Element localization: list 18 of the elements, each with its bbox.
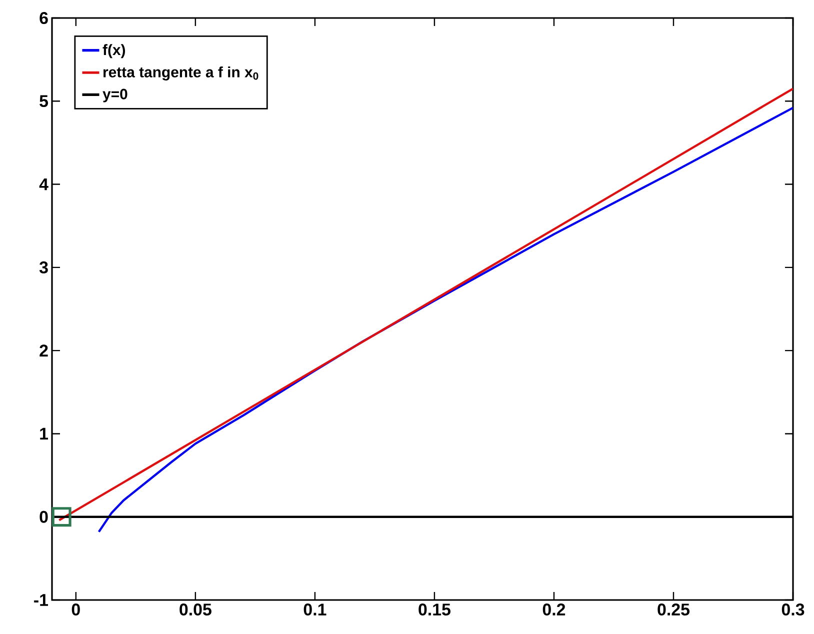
y-tick-label: 5: [40, 95, 48, 108]
x-tick-label: 0.15: [418, 604, 450, 616]
y-tick-label: 1: [40, 428, 48, 440]
x-tick-label: 0.1: [304, 604, 326, 616]
x-tick-label: 0.25: [658, 604, 690, 616]
x-tick-label: 0.2: [542, 604, 566, 616]
y-tick-label: -1: [34, 594, 48, 606]
x-tick-label: 0.05: [180, 604, 212, 616]
legend-label: f(x): [102, 44, 126, 58]
y-tick-label: 6: [40, 12, 48, 24]
x-tick-label: 0: [72, 604, 80, 616]
x-tick-label: 0.3: [782, 604, 804, 616]
legend-label: y=0: [102, 88, 128, 102]
y-tick-label: 0: [40, 510, 48, 523]
legend-label: retta tangente a f in x$_{0}$: [104, 66, 258, 80]
y-tick-label: 4: [39, 178, 48, 190]
y-tick-label: 3: [39, 261, 48, 274]
y-tick-label: 2: [40, 344, 48, 356]
